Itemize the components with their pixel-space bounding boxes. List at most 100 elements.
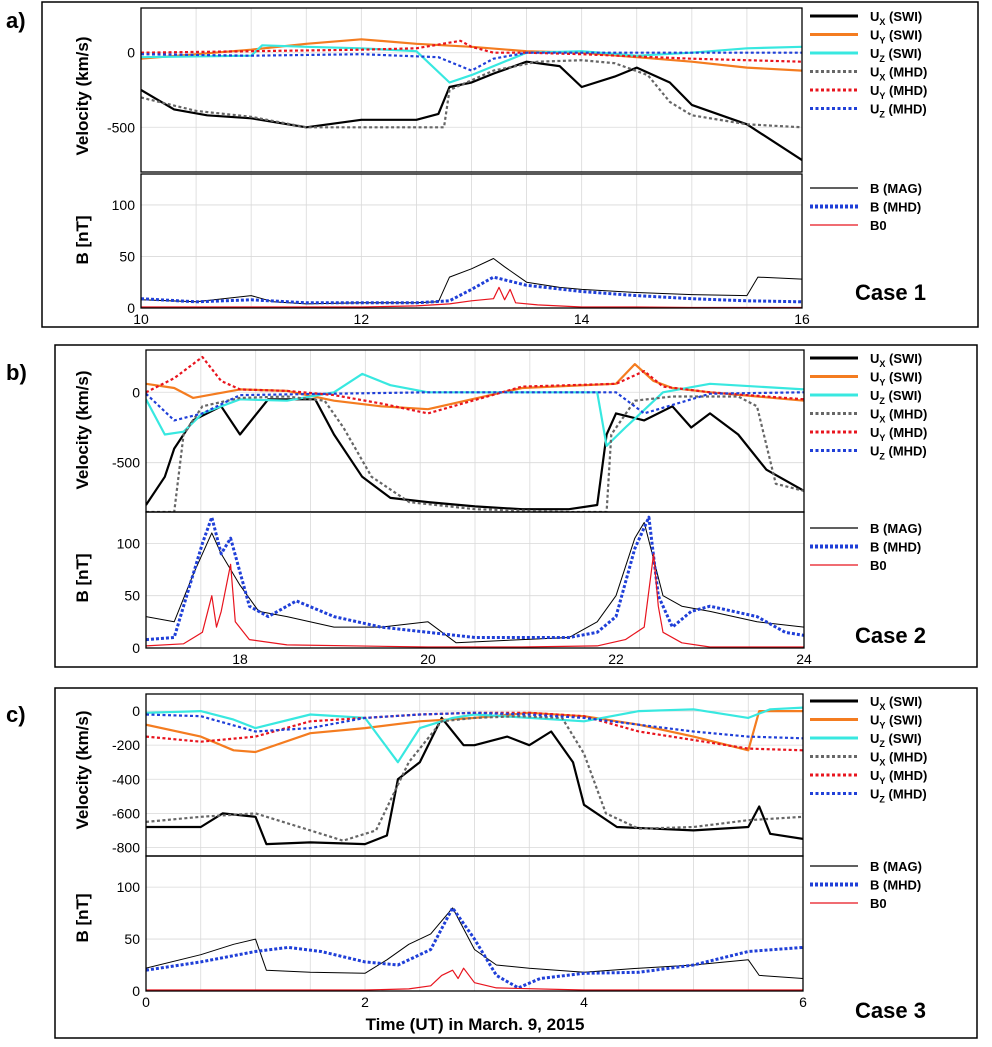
legend-label: UZ (MHD) — [870, 102, 927, 120]
legend-label: B0 — [870, 896, 887, 911]
panel-a-case-label: Case 1 — [855, 280, 926, 305]
legend-label: UY (SWI) — [870, 713, 922, 731]
series-line-b0 — [146, 967, 803, 991]
legend-label: UY (MHD) — [870, 425, 927, 443]
x-tick-label: 16 — [794, 311, 810, 327]
panel-a-box — [41, 1, 979, 328]
panel-b-b-ylabel: B [nT] — [73, 553, 92, 602]
series-line-b_mag — [146, 907, 803, 979]
y-tick-label: 0 — [132, 703, 140, 719]
panel-c-b-ylabel: B [nT] — [73, 893, 92, 942]
panel-c-velocity-plot: -800 -600 -400 -200 0 — [112, 693, 804, 857]
series-line-uz_mhd — [141, 51, 802, 72]
legend-label: B (MAG) — [870, 521, 922, 536]
legend-label: B (MAG) — [870, 859, 922, 874]
panel-b-velocity-ylabel: Velocity (km/s) — [73, 370, 92, 489]
x-tick-label: 14 — [574, 311, 590, 327]
legend-label: UY (SWI) — [870, 370, 922, 388]
panel-a-b-plot: 0 50 100 10 12 14 16 — [112, 173, 810, 327]
series-line-uy_mhd — [146, 355, 804, 415]
series-line-uy_swi — [146, 363, 804, 411]
legend-label: UX (MHD) — [870, 407, 927, 425]
plot-frame — [145, 511, 805, 649]
x-tick-label: 22 — [608, 651, 624, 667]
legend-label: UZ (SWI) — [870, 731, 922, 749]
series-line-uz_mhd — [146, 711, 803, 740]
plot-frame — [145, 855, 804, 992]
panel-a-velocity-ylabel: Velocity (km/s) — [73, 36, 92, 155]
series-line-b_mhd — [146, 906, 803, 990]
panel-b-case-label: Case 2 — [855, 623, 926, 648]
series-line-ux_mhd — [146, 715, 803, 842]
y-tick-label: 0 — [132, 384, 140, 400]
y-tick-label: -500 — [112, 455, 140, 471]
y-tick-label: 0 — [127, 45, 135, 61]
panel-b-b-legend: B (MAG) B (MHD) B0 — [810, 521, 922, 573]
y-tick-label: -600 — [112, 805, 140, 821]
legend-label: B (MHD) — [870, 200, 921, 215]
legend-label: UZ (MHD) — [870, 787, 927, 805]
series-line-b_mhd — [146, 515, 804, 642]
legend-label: UX (SWI) — [870, 351, 922, 369]
x-axis-title: Time (UT) in March. 9, 2015 — [366, 1015, 585, 1034]
legend-label: B (MHD) — [870, 540, 921, 555]
panel-a-b-legend: B (MAG) B (MHD) B0 — [810, 181, 922, 233]
y-tick-label: 0 — [132, 640, 140, 656]
y-tick-label: -400 — [112, 771, 140, 787]
panel-a-velocity-plot: -500 0 — [107, 7, 803, 173]
panel-c-case-label: Case 3 — [855, 998, 926, 1023]
y-tick-label: 0 — [132, 983, 140, 999]
series-line-ux_mhd — [141, 59, 802, 129]
y-tick-label: 100 — [112, 197, 136, 213]
panel-b-b-plot: 0 50 100 18 20 22 24 — [117, 511, 812, 667]
series-line-b0 — [146, 553, 804, 648]
y-tick-label: -800 — [112, 839, 140, 855]
panel-a-velocity-legend: UX (SWI)UY (SWI)UZ (SWI)UX (MHD)UY (MHD)… — [810, 9, 927, 120]
series-line-ux_swi — [146, 716, 803, 846]
legend-label: UY (SWI) — [870, 28, 922, 46]
legend-label: B0 — [870, 218, 887, 233]
series-line-ux_swi — [141, 60, 802, 162]
legend-label: B (MHD) — [870, 878, 921, 893]
legend-label: UZ (SWI) — [870, 46, 922, 64]
legend-label: UZ (SWI) — [870, 388, 922, 406]
series-line-uz_swi — [146, 706, 803, 764]
series-line-b_mag — [146, 522, 804, 644]
panel-c-velocity-ylabel: Velocity (km/s) — [73, 710, 92, 829]
panel-a-label: a) — [6, 8, 26, 33]
legend-label: B (MAG) — [870, 181, 922, 196]
panel-c-label: c) — [6, 702, 26, 727]
legend-label: UY (MHD) — [870, 83, 927, 101]
legend-label: UX (MHD) — [870, 65, 927, 83]
y-tick-label: -500 — [107, 119, 135, 135]
x-tick-label: 6 — [799, 994, 807, 1010]
x-tick-label: 0 — [142, 994, 150, 1010]
legend-label: UX (SWI) — [870, 694, 922, 712]
legend-label: B0 — [870, 558, 887, 573]
x-tick-label: 12 — [354, 311, 370, 327]
y-tick-label: -200 — [112, 737, 140, 753]
panel-c: c) -800 -600 -400 -200 0 0 50 100 0 2 4 6 Velocity… — [6, 687, 978, 1039]
series-line-uy_mhd — [141, 39, 802, 63]
panel-c-box — [54, 687, 978, 1039]
y-tick-label: 100 — [117, 535, 141, 551]
x-tick-label: 24 — [796, 651, 812, 667]
series-line-uz_swi — [146, 372, 804, 447]
x-tick-label: 2 — [361, 994, 369, 1010]
legend-label: UX (SWI) — [870, 9, 922, 27]
y-tick-label: 50 — [119, 248, 135, 264]
y-tick-label: 50 — [124, 931, 140, 947]
y-tick-label: 100 — [117, 879, 141, 895]
y-tick-label: 50 — [124, 588, 140, 604]
panel-b-velocity-legend: UX (SWI)UY (SWI)UZ (SWI)UX (MHD)UY (MHD)… — [810, 351, 927, 462]
series-line-b_mhd — [141, 275, 802, 305]
panel-c-b-legend: B (MAG) B (MHD) B0 — [810, 859, 922, 911]
x-tick-label: 18 — [232, 651, 248, 667]
panel-c-velocity-legend: UX (SWI)UY (SWI)UZ (SWI)UX (MHD)UY (MHD)… — [810, 694, 927, 805]
legend-label: UZ (MHD) — [870, 444, 927, 462]
x-tick-label: 4 — [580, 994, 588, 1010]
y-tick-label: 0 — [127, 300, 135, 316]
panel-a-b-ylabel: B [nT] — [73, 215, 92, 264]
